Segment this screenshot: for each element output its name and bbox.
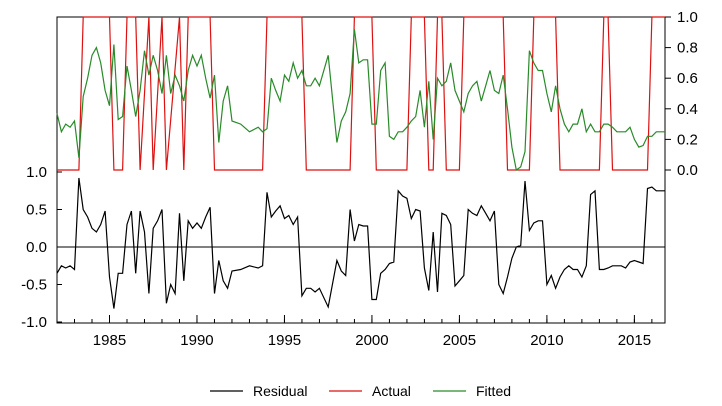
x-tick-label: 1995 [268, 332, 301, 349]
series-line-residual [56, 177, 665, 309]
series-line-actual [57, 16, 665, 171]
x-tick-label: 2010 [530, 332, 563, 349]
left-tick-label: 0.5 [26, 202, 47, 219]
x-tick-label: 2015 [618, 332, 651, 349]
right-tick-label: 0.6 [677, 70, 698, 87]
left-tick-label: -0.5 [21, 277, 47, 294]
series-line-fitted [56, 29, 665, 172]
x-tick-label: 1985 [93, 332, 126, 349]
legend: Residual Actual Fitted [210, 383, 511, 399]
right-tick-label: 0.4 [677, 101, 698, 118]
x-tick-label: 2005 [443, 332, 476, 349]
right-tick-label: 1.0 [677, 9, 698, 26]
left-y-axis: 1.0 0.5 0.0 -0.5 -1.0 [21, 164, 62, 331]
x-tick-label: 1990 [180, 332, 213, 349]
x-tick-label: 2000 [355, 332, 388, 349]
right-y-axis: 1.0 0.8 0.6 0.4 0.2 0.0 [665, 9, 698, 179]
right-tick-label: 0.8 [677, 40, 698, 57]
legend-label-residual: Residual [253, 383, 307, 399]
left-tick-label: 1.0 [26, 164, 47, 181]
legend-label-fitted: Fitted [476, 383, 511, 399]
right-tick-label: 0.0 [677, 162, 698, 179]
right-tick-label: 0.2 [677, 131, 698, 148]
x-axis: 1985 1990 1995 2000 2005 2010 2015 [56, 315, 653, 349]
legend-label-actual: Actual [372, 383, 411, 399]
left-tick-label: 0.0 [26, 239, 47, 256]
left-tick-label: -1.0 [21, 314, 47, 331]
series-lines [56, 16, 665, 309]
